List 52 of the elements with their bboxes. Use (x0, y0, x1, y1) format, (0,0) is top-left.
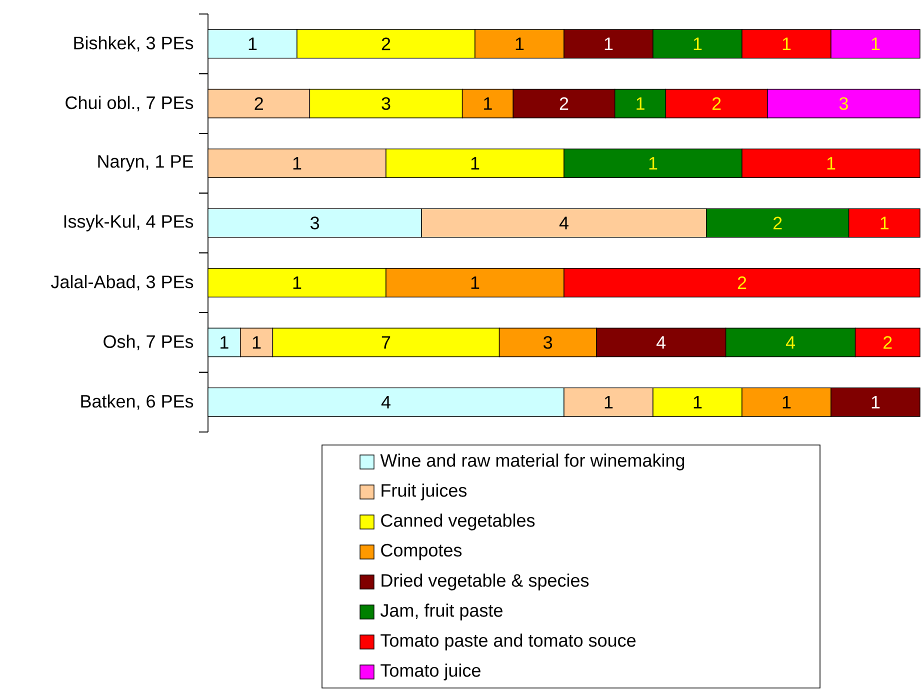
data-label: 1 (471, 276, 480, 289)
data-label: 3 (544, 336, 552, 349)
data-label: 1 (604, 396, 613, 408)
data-label: 4 (786, 336, 796, 349)
legend-label: Compotes (381, 544, 462, 560)
data-label: 2 (560, 97, 568, 110)
data-label: 4 (656, 336, 666, 349)
data-label: 1 (782, 396, 791, 408)
y-tick-label: Chui obl., 7 PEs (66, 96, 194, 112)
data-label: 1 (220, 336, 228, 349)
legend-label: Canned vegetables (381, 514, 535, 530)
legend-label: Tomato paste and tomato souce (380, 634, 636, 650)
data-label: 1 (252, 336, 261, 349)
data-label: 1 (694, 38, 702, 50)
data-label: 3 (310, 216, 320, 230)
legend-label: Fruit juices (382, 484, 467, 500)
y-tick-label: Osh, 7 PEs (104, 334, 194, 350)
data-label: 1 (604, 38, 613, 50)
y-tick-label: Jalal-Abad, 3 PEs (51, 275, 194, 290)
data-label: 2 (254, 97, 263, 110)
data-label: 2 (774, 216, 782, 230)
data-label: 1 (782, 38, 791, 50)
data-label: 1 (872, 38, 880, 50)
data-label: 2 (712, 97, 721, 110)
data-label: 1 (649, 157, 658, 170)
legend-label: Jam, fruit paste (380, 604, 502, 620)
legend-label: Dried vegetable & species (382, 574, 589, 590)
legend-label: Tomato juice (380, 664, 480, 680)
data-label: 1 (880, 216, 889, 230)
data-label: 4 (559, 216, 568, 230)
data-label: 1 (827, 157, 836, 170)
data-label: 1 (293, 276, 302, 289)
data-label: 1 (248, 38, 257, 50)
data-label: 1 (516, 38, 524, 50)
data-label: 4 (381, 396, 390, 408)
y-tick-label: Issyk-Kul, 4 PEs (64, 214, 194, 232)
legend-label: Wine and raw material for winemaking (380, 454, 684, 470)
data-label: 3 (839, 97, 848, 110)
data-label: 1 (484, 97, 492, 110)
data-label: 7 (382, 336, 390, 349)
data-label: 3 (382, 97, 390, 110)
data-label: 2 (382, 38, 390, 50)
data-label: 1 (694, 396, 702, 408)
data-label: 2 (738, 276, 746, 289)
data-label: 2 (884, 336, 892, 349)
data-label: 1 (636, 97, 644, 110)
data-label: 1 (471, 157, 480, 170)
data-label: 1 (293, 157, 302, 170)
y-tick-label: Naryn, 1 PE (98, 155, 194, 172)
y-tick-label: Bishkek, 3 PEs (74, 36, 194, 52)
data-label: 1 (872, 396, 880, 408)
y-tick-label: Batken, 6 PEs (81, 394, 194, 410)
